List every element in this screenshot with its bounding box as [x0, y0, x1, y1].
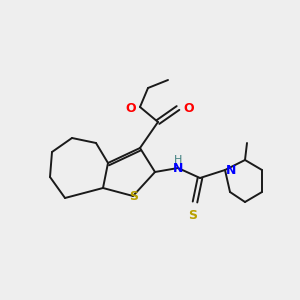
Text: H: H: [174, 155, 182, 165]
Text: O: O: [183, 101, 194, 115]
Text: S: S: [188, 209, 197, 222]
Text: S: S: [130, 190, 139, 203]
Text: N: N: [226, 164, 236, 176]
Text: O: O: [125, 101, 136, 115]
Text: N: N: [173, 163, 183, 176]
